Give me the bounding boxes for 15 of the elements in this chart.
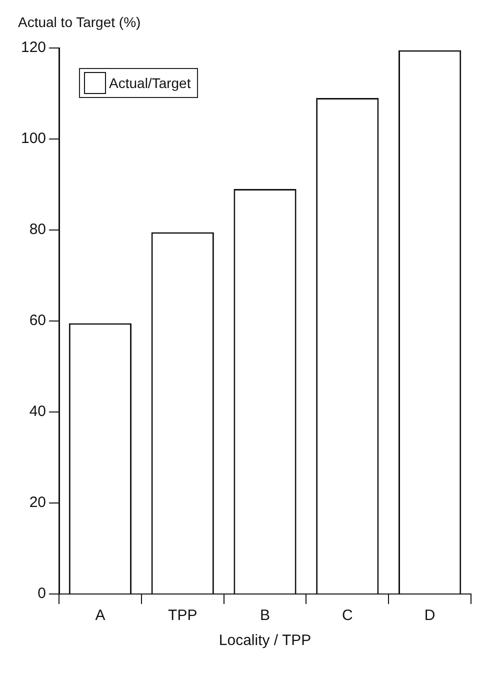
y-tick-label: 120 <box>20 39 46 56</box>
x-tick-label: B <box>260 607 270 624</box>
text: Actual/Target <box>109 75 191 91</box>
x-axis-title: Locality / TPP <box>218 632 312 650</box>
y-tick-label: 0 <box>38 585 46 602</box>
y-tick-label: 80 <box>29 221 46 238</box>
x-tick-label: A <box>95 607 106 624</box>
x-tick-label: D <box>424 607 436 624</box>
y-tick-label: 40 <box>29 403 46 420</box>
y-tick-label: 60 <box>29 312 46 330</box>
y-tick-label: 100 <box>20 130 46 148</box>
y-axis-title: Actual to Target (%) <box>18 14 141 30</box>
x-tick-label: C <box>342 607 353 624</box>
y-tick-label: 20 <box>29 494 46 512</box>
x-tick-label: TPP <box>168 607 198 624</box>
